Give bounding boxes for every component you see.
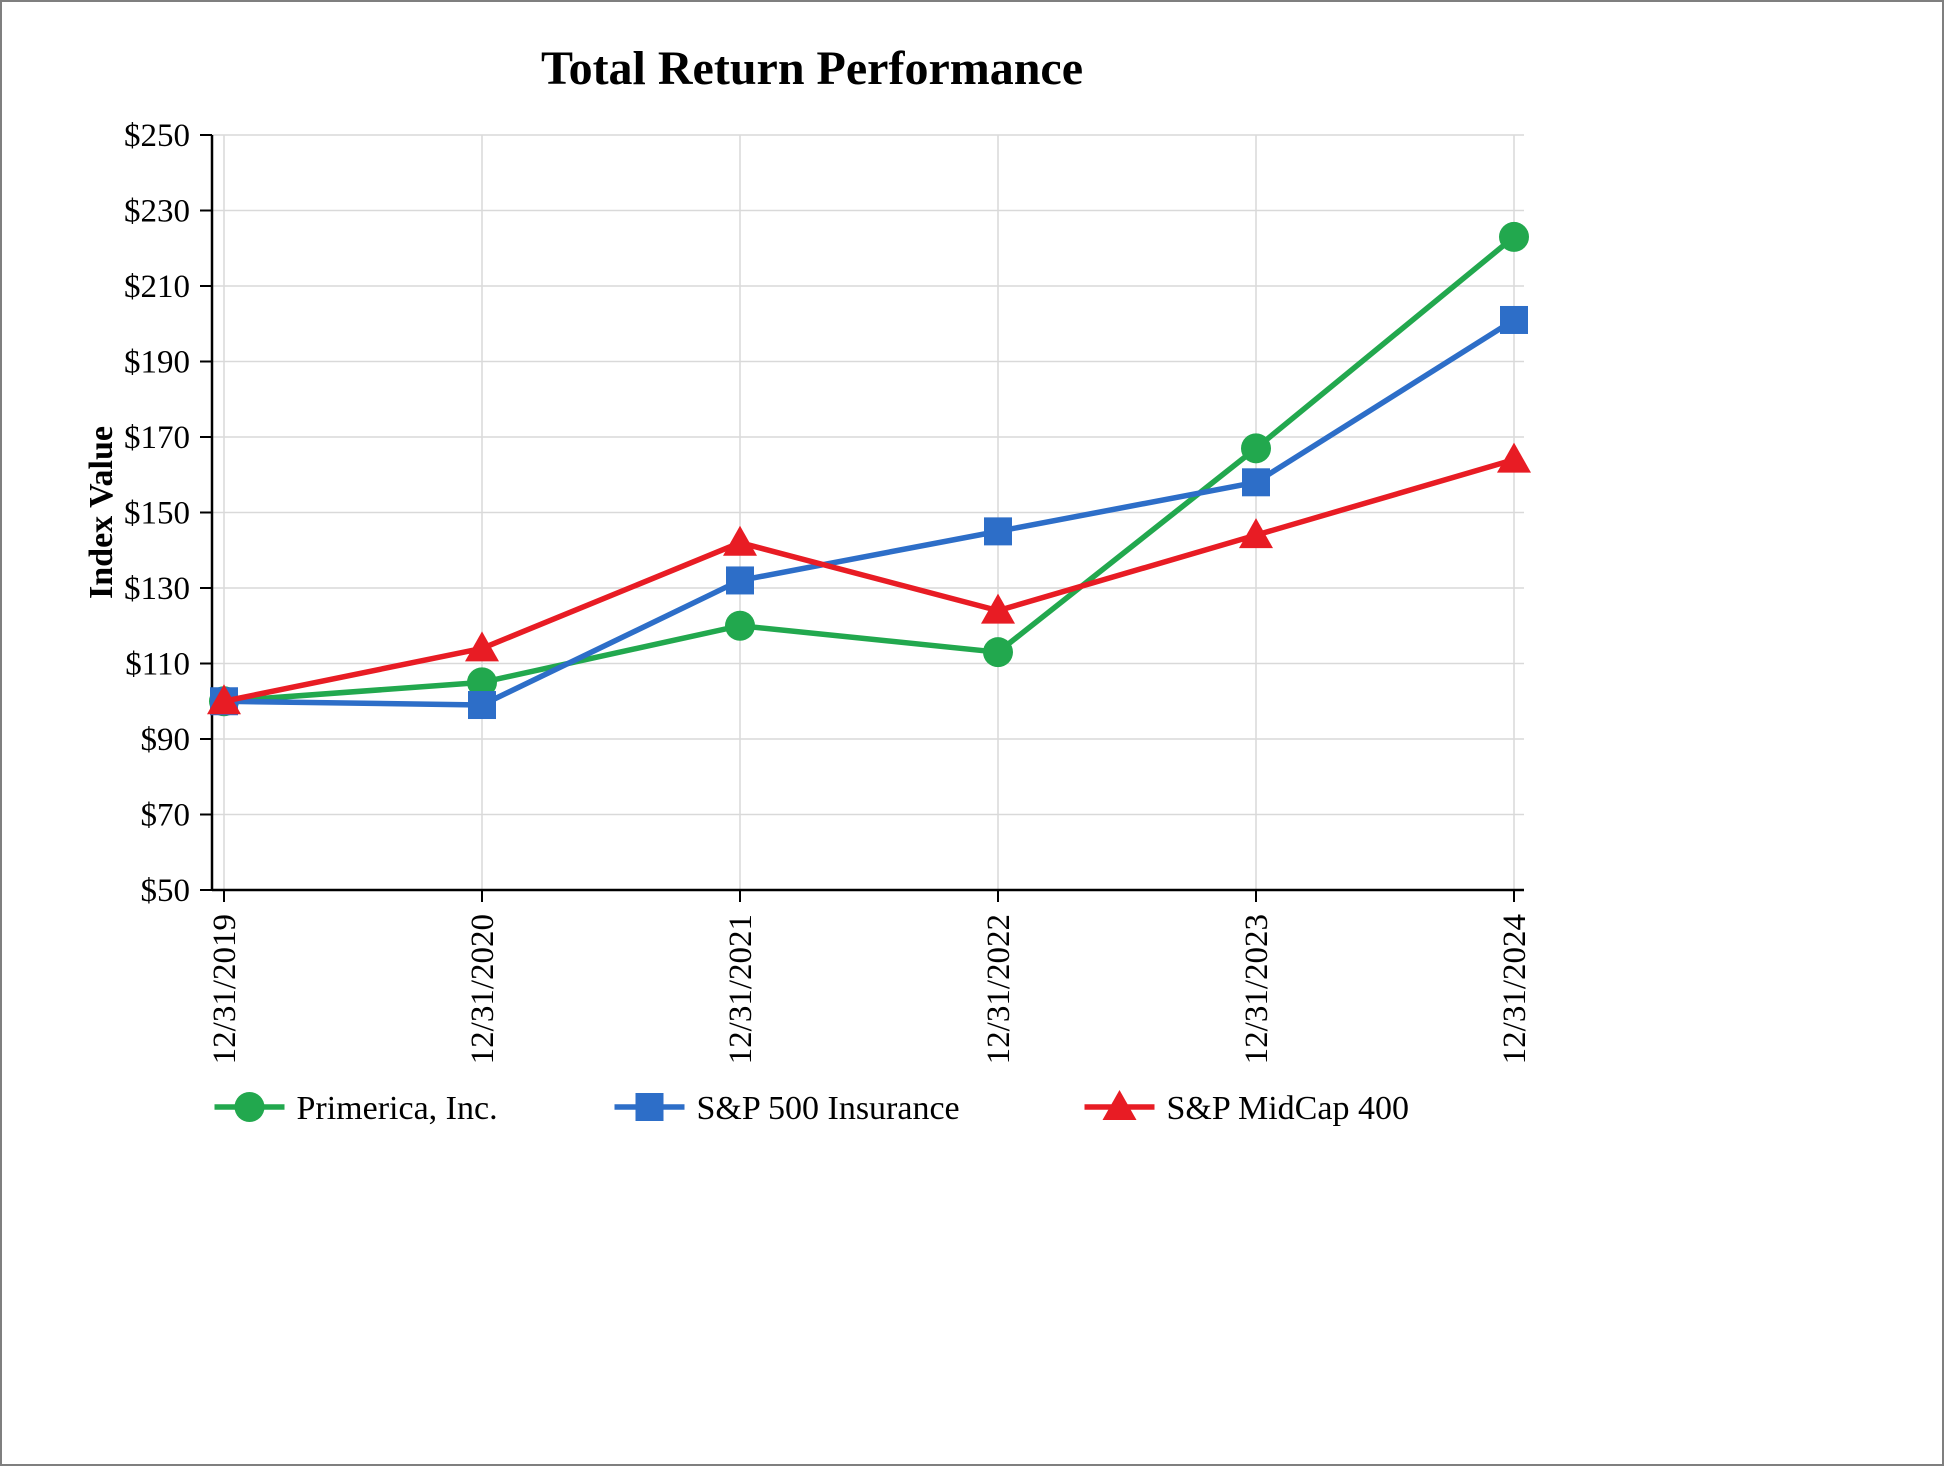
legend-label: Primerica, Inc. [297,1090,498,1127]
series-line-2 [223,317,1516,708]
y-tick-label: $170 [124,420,190,456]
x-tick-label: 12/31/2019 [207,914,243,1064]
x-tick-label: 12/31/2024 [1497,914,1533,1064]
data-point-marker [465,631,499,662]
y-tick-label: $70 [141,798,191,834]
legend-marker-triangle [1102,1090,1137,1120]
legend-marker-square [635,1093,664,1121]
y-tick-label: $130 [124,571,190,607]
data-point-marker [983,637,1013,668]
y-tick-label: $110 [125,647,190,683]
data-point-marker [981,593,1015,624]
data-point-marker [468,691,496,720]
y-tick-label: $90 [141,722,191,758]
y-tick-label: $50 [141,873,191,909]
data-point-marker [1499,221,1529,252]
data-point-marker [1242,468,1270,497]
x-tick-label: 12/31/2022 [981,914,1017,1064]
x-tick-label: 12/31/2020 [465,914,501,1064]
x-tick-label: 12/31/2023 [1239,914,1275,1064]
data-point-marker [467,667,497,698]
series-line-1 [223,234,1516,704]
y-tick-label: $210 [124,269,190,305]
y-tick-label: $250 [124,118,190,154]
data-point-marker [1497,442,1531,473]
legend-label: S&P 500 Insurance [697,1090,960,1127]
data-point-marker [725,610,755,641]
y-axis-title: Index Value [83,426,120,599]
data-point-marker [984,517,1012,546]
data-point-marker [1239,518,1273,549]
x-tick-label: 12/31/2021 [723,914,759,1064]
legend-label: S&P MidCap 400 [1167,1090,1409,1127]
legend-marker-circle [234,1092,265,1122]
series-line-3 [223,457,1515,704]
chart-title: Total Return Performance [541,42,1083,95]
data-point-marker [726,566,754,595]
data-point-marker [1500,305,1528,334]
y-tick-label: $190 [124,345,190,381]
y-tick-label: $150 [124,496,190,532]
data-point-marker [1241,433,1271,464]
y-tick-label: $230 [124,194,190,230]
data-point-marker [207,684,241,715]
data-point-marker [723,525,757,556]
